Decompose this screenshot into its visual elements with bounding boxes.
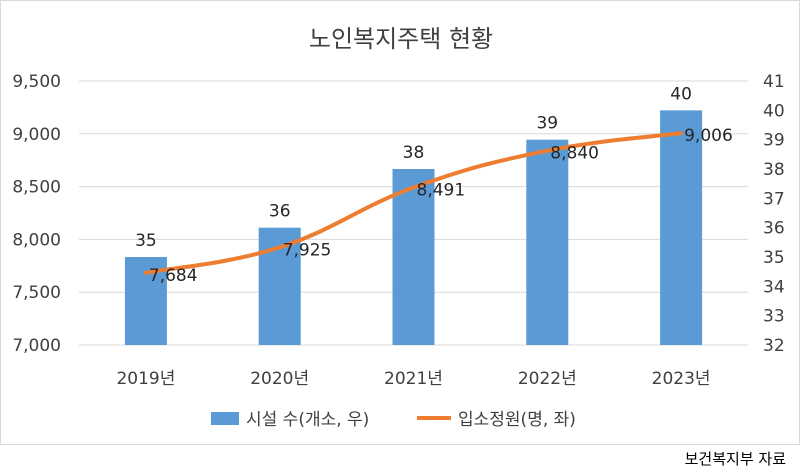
- chart-svg: 노인복지주택 현황 35 36 38 39 40 7,684 7,925 8,491 8,840…: [12, 25, 785, 430]
- bar: [392, 169, 435, 345]
- x-tick-label: 2022년: [518, 369, 577, 389]
- data-labels: 35 36 38 39 40 7,684 7,925 8,491 8,840 9,006: [135, 84, 733, 285]
- right-tick-label: 32: [763, 336, 785, 356]
- bar: [660, 110, 703, 345]
- left-tick-label: 7,000: [12, 336, 61, 356]
- left-axis: 7,000 7,500 8,000 8,500 9,000 9,500: [12, 72, 61, 356]
- legend: 시설 수(개소, 우) 입소정원(명, 좌): [211, 410, 576, 430]
- bar-data-label: 35: [135, 231, 157, 251]
- bar: [526, 139, 569, 345]
- left-tick-label: 9,500: [12, 72, 61, 92]
- right-tick-label: 37: [763, 189, 785, 209]
- line-data-label: 7,684: [149, 266, 198, 286]
- x-axis: 2019년 2020년 2021년 2022년 2023년: [116, 369, 710, 389]
- bar-data-label: 39: [536, 114, 558, 134]
- left-tick-label: 8,000: [12, 230, 61, 250]
- right-tick-label: 36: [763, 219, 785, 239]
- source-note: 보건복지부 자료: [684, 450, 786, 468]
- right-tick-label: 40: [763, 101, 785, 121]
- bar-data-label: 38: [403, 143, 425, 163]
- right-tick-label: 34: [763, 277, 785, 297]
- bar-data-label: 36: [269, 202, 291, 222]
- x-tick-label: 2021년: [384, 369, 443, 389]
- legend-bar-label: 시설 수(개소, 우): [246, 410, 369, 430]
- x-tick-label: 2020년: [250, 369, 309, 389]
- line-data-label: 8,840: [550, 144, 599, 164]
- right-tick-label: 35: [763, 248, 785, 268]
- line-data-label: 7,925: [283, 240, 332, 260]
- right-axis: 32 33 34 35 36 37 38 39 40 41: [763, 72, 785, 356]
- legend-bar-swatch: [211, 412, 239, 425]
- chart-frame: 노인복지주택 현황 35 36 38 39 40 7,684 7,925 8,491 8,840…: [0, 0, 800, 445]
- legend-line-label: 입소정원(명, 좌): [458, 410, 576, 430]
- bar-data-label: 40: [670, 84, 692, 104]
- right-tick-label: 41: [763, 72, 785, 92]
- chart-title: 노인복지주택 현황: [309, 25, 493, 53]
- line-data-label: 8,491: [417, 181, 466, 201]
- right-tick-label: 33: [763, 307, 785, 327]
- right-tick-label: 39: [763, 131, 785, 151]
- line-data-label: 9,006: [684, 126, 733, 146]
- x-tick-label: 2019년: [116, 369, 175, 389]
- right-tick-label: 38: [763, 160, 785, 180]
- x-tick-label: 2023년: [652, 369, 711, 389]
- left-tick-label: 8,500: [12, 178, 61, 198]
- line-series: [143, 131, 684, 275]
- left-tick-label: 9,000: [12, 125, 61, 145]
- left-tick-label: 7,500: [12, 283, 61, 303]
